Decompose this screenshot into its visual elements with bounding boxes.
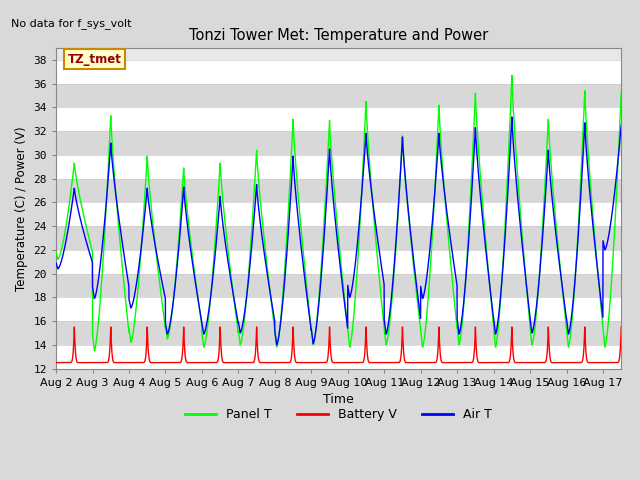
Y-axis label: Temperature (C) / Power (V): Temperature (C) / Power (V)	[15, 126, 28, 290]
Bar	[56, 345, 621, 369]
Bar	[56, 108, 621, 131]
Bar	[56, 179, 621, 203]
Title: Tonzi Tower Met: Temperature and Power: Tonzi Tower Met: Temperature and Power	[189, 28, 488, 43]
Bar	[56, 60, 621, 84]
Bar	[56, 250, 621, 274]
Text: TZ_tmet: TZ_tmet	[67, 52, 121, 65]
Bar	[56, 131, 621, 155]
Bar	[56, 203, 621, 226]
Bar	[56, 297, 621, 321]
Text: No data for f_sys_volt: No data for f_sys_volt	[11, 18, 131, 29]
Bar	[56, 226, 621, 250]
X-axis label: Time: Time	[323, 393, 354, 406]
Legend: Panel T, Battery V, Air T: Panel T, Battery V, Air T	[180, 403, 497, 426]
Bar	[56, 274, 621, 297]
Bar	[56, 321, 621, 345]
Bar	[56, 84, 621, 108]
Bar	[56, 155, 621, 179]
